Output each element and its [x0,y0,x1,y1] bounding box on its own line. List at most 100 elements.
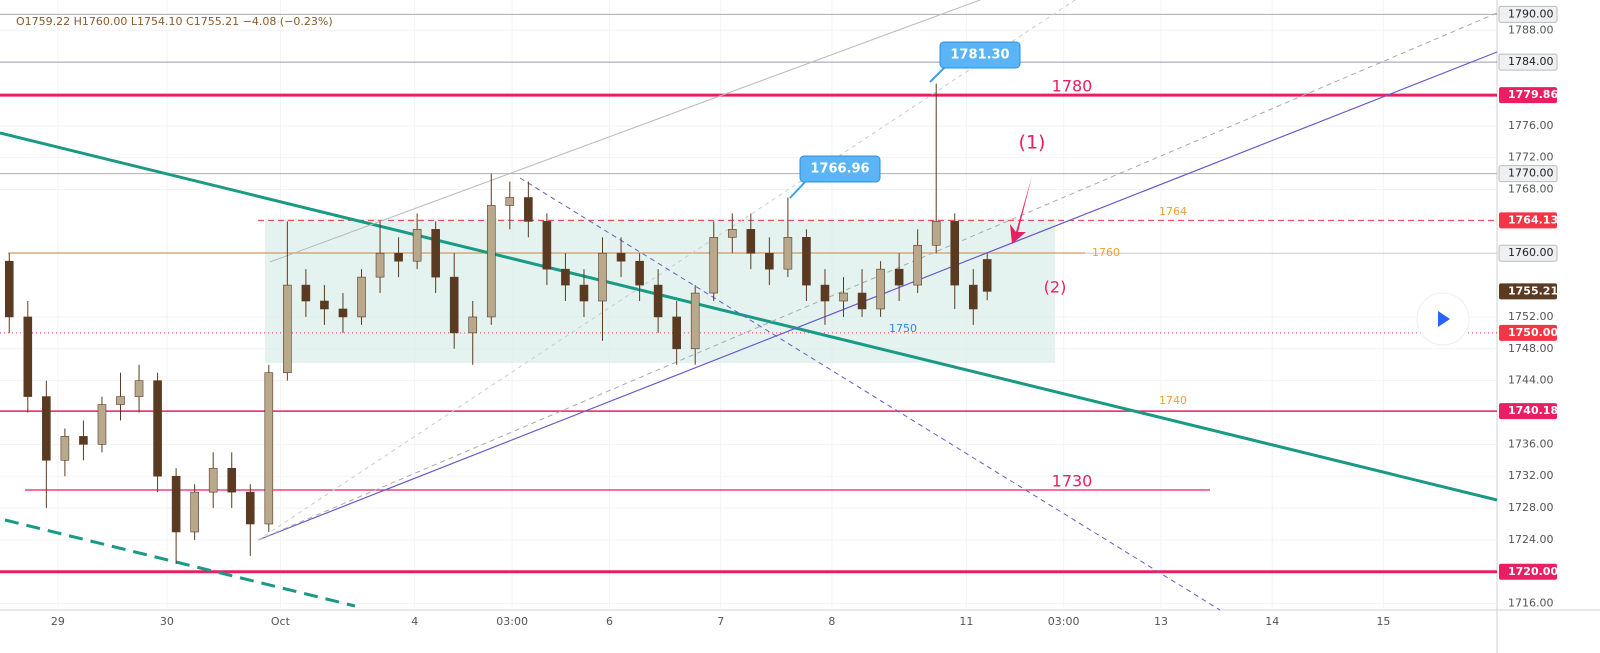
candle-body [598,252,607,302]
annotation: 1760 [1092,246,1120,259]
play-button[interactable] [1416,292,1470,346]
annotation: 1750 [889,322,917,335]
annotation: 1764 [1159,205,1187,218]
levels [0,13,1497,574]
candle-body [709,237,719,294]
candle-body [968,284,978,310]
candle-body [97,404,107,445]
price-badge-label: 1779.86 [1508,88,1558,101]
candle-body [264,372,274,525]
candle-body [839,292,848,302]
y-tick-label: 1776.00 [1508,119,1554,132]
candle-body [431,229,440,278]
price-badge [1498,165,1558,183]
candle-body [190,491,199,533]
candle-body [468,316,478,334]
trendline [0,131,1498,502]
candle-body [134,380,144,397]
annotation: (2) [1044,278,1067,297]
x-tick-label: 30 [160,615,174,628]
candle-body [338,308,348,318]
y-tick-label: 1736.00 [1508,437,1554,450]
fan-line [269,0,981,263]
candle-body [894,268,904,286]
callout-box [799,155,881,183]
x-tick-label: 03:00 [1048,615,1080,628]
y-tick-label: 1748.00 [1508,342,1554,355]
candle-body [616,252,626,262]
x-tick-label: 7 [717,615,724,628]
y-tick-label: 1724.00 [1508,533,1554,546]
y-tick-label: 1768.00 [1508,183,1554,196]
x-tick-label: 4 [411,615,418,628]
candle-body [486,205,496,318]
candle-body [153,380,162,477]
x-tick-label: 03:00 [496,615,528,628]
candle-body [950,221,960,286]
candle-body [690,292,700,350]
candle-body [765,252,774,270]
price-badge [1499,283,1557,300]
price-badge [1499,87,1557,104]
callout: 1766.96 [789,155,881,199]
down-dashed [519,177,1221,611]
fan-dashed [257,0,1076,541]
play-icon [1438,311,1450,327]
y-tick-label: 1752.00 [1508,310,1554,323]
candle-body [245,491,255,525]
candle-body [357,276,366,318]
annotation: (1) [1019,132,1046,154]
candle-body [802,237,811,286]
candle-body [524,197,533,222]
y-tick-label: 1772.00 [1508,151,1554,164]
price-badge-label: 1755.21 [1508,284,1558,297]
y-tick-label: 1716.00 [1508,597,1554,610]
candle-body [227,467,237,493]
callout: 1781.30 [929,41,1021,83]
trendline-dashed [4,518,356,608]
annotation: 1730 [1052,472,1093,491]
candle-body [982,259,992,292]
candle-body [876,268,885,310]
candle-body [672,316,681,350]
candle-body [542,221,552,270]
candle-body [653,284,663,318]
candle-body [746,229,756,254]
arrow [1010,176,1032,244]
candle-body [116,396,125,405]
price-badge [1499,563,1557,580]
price-badge-label: 1720.00 [1508,565,1558,578]
candle-body [931,221,941,246]
candle-body [412,229,422,262]
callout-box [939,41,1021,69]
x-tick-label: 8 [828,615,835,628]
candle-body [449,276,459,334]
candle-body [913,244,922,286]
x-tick-label: Oct [271,615,291,628]
price-badge [1498,244,1558,262]
price-badge-label: 1790.00 [1508,7,1554,20]
price-badge-label: 1740.18 [1508,404,1558,417]
price-badge-label: 1770.00 [1508,167,1554,180]
candle-body [42,396,51,461]
candle-body [208,467,218,493]
candle-body [505,197,515,206]
axes: 1716.00 1724.00 1728.00 1732.00 1736.00 1744.… [51,5,1558,628]
price-badge [1499,403,1557,420]
annotation: 1780 [1052,77,1093,96]
callout-label: 1781.30 [950,48,1009,63]
x-tick-label: 29 [51,615,65,628]
annotation: 1740 [1159,394,1187,407]
callout-pointer [789,181,806,199]
callout-pointer [929,66,946,83]
candle-body [635,260,644,286]
candle-body [23,316,33,397]
x-tick-label: 13 [1154,615,1168,628]
x-tick-label: 6 [606,615,613,628]
candle-body [171,475,181,533]
candle-body [783,237,793,270]
candle-body [283,284,292,373]
price-badge-label: 1760.00 [1508,246,1554,259]
candles [4,83,992,564]
